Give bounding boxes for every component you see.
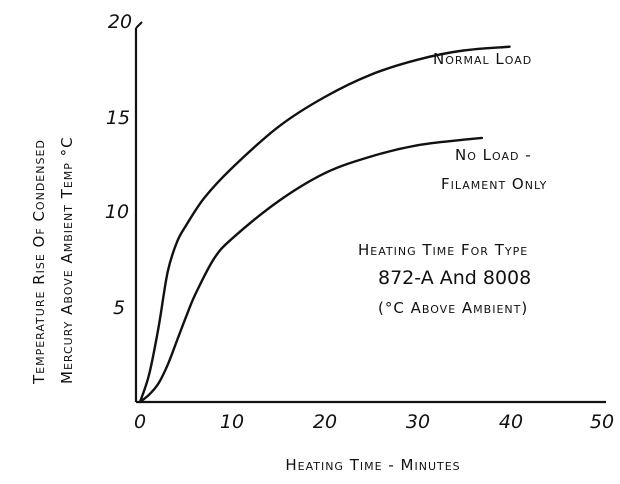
series-label-no-load-line-1: No Load - xyxy=(455,146,532,164)
chart-title-line-2: 872-A And 8008 xyxy=(378,267,531,289)
y-axis-label-line-2: Mercury Above Ambient Temp °C xyxy=(58,136,76,384)
x-tick-label: 10 xyxy=(220,411,244,433)
y-tick-label: 5 xyxy=(113,297,125,319)
x-tick-label: 40 xyxy=(499,411,523,433)
x-tick-label: 50 xyxy=(590,411,614,433)
y-tick-label: 10 xyxy=(105,201,129,223)
y-axis-top-tick xyxy=(135,21,143,29)
series-label-no-load-line-2: Filament Only xyxy=(441,175,547,193)
chart-title-line-3: (°C Above Ambient) xyxy=(378,299,528,317)
x-tick-label: 30 xyxy=(406,411,430,433)
series-line-normal-load xyxy=(138,45,511,404)
y-axis-label-line-1: Temperature Rise Of Condensed xyxy=(30,139,48,385)
x-tick-labels: 0 10 20 30 40 50 xyxy=(134,411,614,433)
y-tick-labels: 5 10 15 20 xyxy=(105,11,132,319)
x-axis-label: Heating Time - Minutes xyxy=(285,456,460,474)
x-tick-label: 0 xyxy=(134,411,146,433)
y-tick-label: 15 xyxy=(106,107,130,129)
chart-title-line-1: Heating Time For Type xyxy=(358,241,528,259)
series-label-normal-load: Normal Load xyxy=(433,50,532,68)
y-tick-label: 20 xyxy=(108,11,132,33)
x-tick-label: 20 xyxy=(313,411,337,433)
series-line-no-load xyxy=(138,136,484,404)
